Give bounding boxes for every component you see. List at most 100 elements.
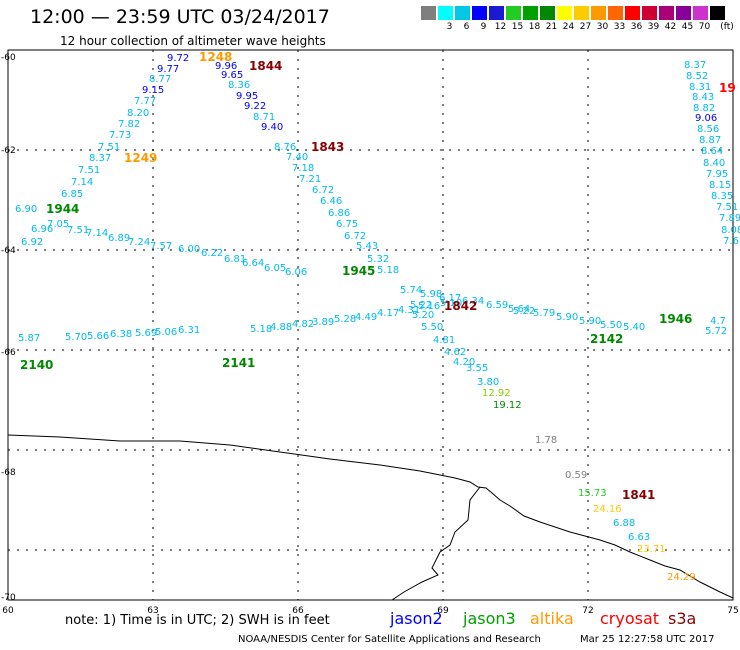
swh-value: 4.31 (398, 305, 420, 316)
swh-value: 5.20 (412, 310, 434, 321)
swh-value: 6.22 (201, 248, 223, 259)
swh-value: 7.21 (299, 174, 321, 185)
legend-swatch (608, 6, 623, 20)
time-label: 19 (719, 81, 736, 95)
coastline (391, 486, 481, 601)
swh-value: 4.20 (453, 357, 475, 368)
legend-swatch (540, 6, 555, 20)
swh-value: 3.80 (477, 377, 499, 388)
swh-value: 9.72 (167, 53, 189, 64)
swh-value: 23.71 (637, 544, 666, 555)
legend-swatch (710, 6, 725, 20)
swh-value: 6.75 (336, 219, 358, 230)
swh-value: 7.14 (86, 228, 108, 239)
legend-label: 18 (528, 22, 541, 32)
swh-value: 4.49 (355, 312, 377, 323)
legend-label: 24 (562, 22, 575, 32)
swh-value: 6.72 (344, 231, 366, 242)
swh-value: 5.32 (367, 254, 389, 265)
swh-value: 5.06 (155, 327, 177, 338)
legend-swatch (676, 6, 691, 20)
legend-label: 3 (446, 22, 453, 32)
time-label: 1946 (659, 312, 692, 326)
swh-value: 5.72 (705, 326, 727, 337)
swh-value: 5.87 (18, 333, 40, 344)
swh-value: 4.82 (292, 319, 314, 330)
swh-value: 9.15 (142, 85, 164, 96)
swh-value: 9.22 (244, 101, 266, 112)
swh-value: 8.76 (274, 142, 296, 153)
legend-swatch (421, 6, 436, 20)
swh-value: 6.59 (486, 300, 508, 311)
swh-value: 8.52 (686, 71, 708, 82)
swh-value: 7.82 (118, 119, 140, 130)
legend-unit: (ft) (720, 22, 734, 32)
timestamp-text: Mar 25 12:27:58 UTC 2017 (580, 634, 715, 645)
swh-value: 5.69 (135, 328, 157, 339)
swh-value: 8.31 (689, 82, 711, 93)
swh-value: 12.92 (482, 388, 511, 399)
x-tick-label: 66 (292, 606, 304, 616)
map-frame (7, 49, 734, 601)
x-tick-label: 72 (582, 606, 593, 616)
swh-value: 5.66 (87, 331, 109, 342)
swh-value: 24.16 (593, 504, 622, 515)
swh-value: 9.96 (215, 61, 237, 72)
swh-value: 0.59 (565, 470, 587, 481)
swh-value: 6.89 (108, 233, 130, 244)
swh-value: 5.79 (533, 308, 555, 319)
satellite-label-jason3: jason3 (463, 609, 516, 628)
swh-value: 8.77 (149, 74, 171, 85)
y-tick-label: -60 (1, 53, 16, 63)
swh-value: 5.22 (513, 306, 535, 317)
swh-value: 4.81 (433, 335, 455, 346)
swh-value: 7.73 (109, 130, 131, 141)
swh-value: 8.87 (699, 135, 721, 146)
y-tick-label: -62 (1, 146, 16, 156)
swh-value: 6.17 (439, 293, 461, 304)
swh-value: 6.63 (628, 532, 650, 543)
legend-swatch (506, 6, 521, 20)
time-label: 2141 (222, 356, 255, 370)
swh-value: 6.72 (312, 185, 334, 196)
y-tick-label: -70 (1, 593, 16, 603)
swh-value: 5.90 (556, 312, 578, 323)
swh-value: 6.06 (285, 267, 307, 278)
swh-value: 8.37 (89, 153, 111, 164)
time-label: 1841 (622, 488, 655, 502)
swh-value: 7.40 (286, 152, 308, 163)
page-title: 12:00 — 23:59 UTC 03/24/2017 (30, 6, 330, 28)
legend-label: 6 (463, 22, 470, 32)
time-label: 1248 (199, 50, 232, 64)
swh-value: 5.28 (334, 314, 356, 325)
swh-value: 5.16 (418, 301, 440, 312)
legend-label: 27 (579, 22, 592, 32)
legend-label: 42 (664, 22, 677, 32)
swh-value: 7.6 (723, 236, 739, 247)
swh-value: 6.90 (15, 204, 37, 215)
legend-label: 15 (511, 22, 524, 32)
swh-value: 4.17 (377, 308, 399, 319)
swh-value: 8.71 (253, 112, 275, 123)
swh-value: 9.65 (221, 70, 243, 81)
swh-value: 3.55 (466, 363, 488, 374)
swh-value: 4.7 (710, 316, 726, 327)
swh-value: 5.43 (356, 241, 378, 252)
legend-swatch (523, 6, 538, 20)
satellite-label-cryosat: cryosat (600, 609, 660, 628)
legend-swatch (472, 6, 487, 20)
swh-value: 8.35 (711, 191, 733, 202)
y-tick-label: -66 (1, 348, 16, 358)
legend-swatch (455, 6, 470, 20)
legend-swatch (659, 6, 674, 20)
y-tick-label: -68 (1, 468, 16, 478)
swh-value: 5.18 (250, 324, 272, 335)
swh-value: 6.38 (110, 329, 132, 340)
x-tick-label: 69 (437, 606, 449, 616)
swh-value: 8.08 (721, 225, 740, 236)
swh-value: 9.06 (695, 113, 717, 124)
legend-label: 36 (630, 22, 643, 32)
swh-value: 6.96 (31, 224, 53, 235)
time-label: 1944 (46, 202, 79, 216)
legend-swatch (625, 6, 640, 20)
